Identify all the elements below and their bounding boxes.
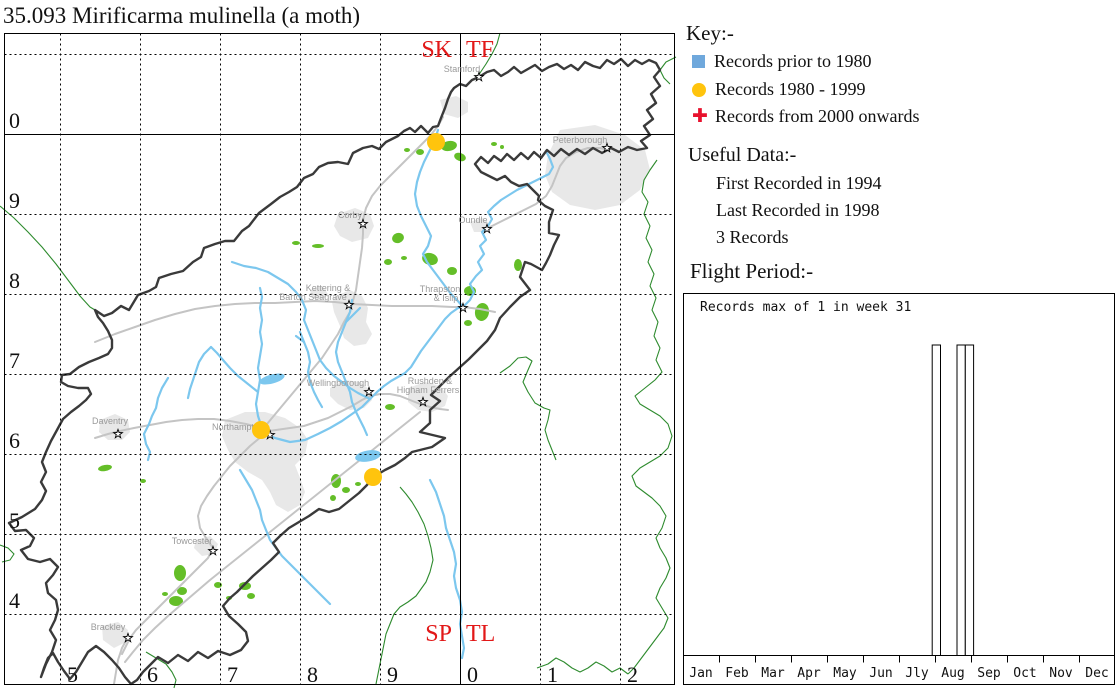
flight-period-chart: Records max of 1 in week 31 Jan Feb Mar … — [683, 293, 1115, 685]
key-item-prior-1980: Records prior to 1980 — [692, 51, 871, 72]
row-label: 9 — [9, 188, 20, 213]
town-label-kettering-2: Barton Seagrave — [279, 292, 347, 302]
useful-data-first-recorded: First Recorded in 1994 — [716, 173, 882, 193]
town-label-brackley: Brackley — [91, 622, 126, 632]
town-label-thrapston-2: & Islip — [434, 293, 459, 303]
month-label: Aug — [941, 666, 964, 681]
useful-data-heading: Useful Data:- — [688, 144, 797, 166]
record-dot-1980-1999 — [252, 421, 270, 439]
month-label: May — [833, 666, 857, 681]
month-label: Jan — [689, 666, 712, 681]
col-label: 9 — [387, 662, 398, 687]
town-label-northampton: Northampton — [212, 422, 264, 432]
useful-data-record-count: 3 Records — [716, 227, 789, 247]
town-markers: Stamford Peterborough Oundle Corby Kette… — [91, 64, 612, 643]
species-records — [252, 133, 445, 486]
vice-county-boundary — [0, 32, 677, 689]
record-dot-1980-1999 — [427, 133, 445, 151]
col-label: 2 — [627, 662, 638, 687]
flight-bar-week-34 — [956, 344, 966, 656]
col-label: 0 — [467, 662, 478, 687]
month-label: Apr — [797, 666, 821, 681]
key-item-1980-1999: Records 1980 - 1999 — [692, 79, 865, 100]
grid-letter-sp: SP — [425, 621, 452, 647]
urban-areas — [99, 96, 650, 648]
key-item-label: Records 1980 - 1999 — [715, 79, 866, 99]
row-label: 8 — [9, 268, 20, 293]
town-label-rushden-2: Higham Ferrers — [397, 385, 460, 395]
month-label: Jly — [905, 666, 929, 681]
flight-bars — [931, 344, 975, 656]
town-label-oundle: Oundle — [458, 215, 487, 225]
grid-col-labels: 5 6 7 8 9 0 1 2 — [67, 662, 638, 687]
town-label-kettering-1: Kettering & — [306, 283, 351, 293]
town-label-towcester: Towcester — [172, 536, 213, 546]
col-label: 7 — [227, 662, 238, 687]
chart-border — [683, 293, 1115, 685]
river-lake — [355, 450, 381, 462]
month-label: Dec — [1085, 666, 1108, 681]
key-heading: Key:- — [686, 21, 734, 45]
useful-data-last-recorded: Last Recorded in 1998 — [716, 200, 880, 220]
month-labels: Jan Feb Mar Apr May Jun Jly Aug Sep Oct … — [689, 666, 1108, 681]
town-label-rushden-1: Rushden & — [408, 376, 453, 386]
flight-period-heading: Flight Period:- — [690, 259, 814, 283]
town-label-peterborough: Peterborough — [553, 135, 608, 145]
blue-square-icon — [692, 55, 705, 68]
month-label: Mar — [761, 666, 785, 681]
flight-bar-week-31 — [931, 344, 942, 656]
red-cross-icon: ✚ — [692, 104, 708, 127]
month-label: Nov — [1049, 666, 1073, 681]
grid-lines — [4, 33, 675, 685]
grid-letters: SK TF SP TL — [421, 37, 495, 647]
key-item-label: Records from 2000 onwards — [715, 106, 920, 126]
key-item-2000-onwards: ✚ Records from 2000 onwards — [692, 106, 919, 127]
town-label-daventry: Daventry — [92, 416, 129, 426]
month-label: Feb — [725, 666, 749, 681]
col-label: 5 — [67, 662, 78, 687]
map-border — [4, 33, 675, 685]
town-label-wellingborough: Wellingborough — [307, 378, 369, 388]
month-label: Oct — [1013, 666, 1036, 681]
record-dot-1980-1999 — [364, 468, 382, 486]
col-label: 8 — [307, 662, 318, 687]
month-label: Sep — [977, 666, 1001, 681]
grid-row-labels: 0 9 8 7 6 5 4 — [9, 108, 20, 613]
pitsford-reservoir — [259, 373, 285, 385]
row-label: 5 — [9, 508, 20, 533]
col-label: 1 — [547, 662, 558, 687]
col-label: 6 — [147, 662, 158, 687]
grid-letter-tf: TF — [466, 37, 494, 63]
town-label-corby: Corby — [338, 210, 363, 220]
flight-bar-week-35 — [964, 344, 975, 656]
map-panel: 0 9 8 7 6 5 4 5 6 7 8 9 0 1 2 SK TF SP T… — [0, 32, 677, 689]
row-label: 4 — [9, 588, 20, 613]
town-label-stamford: Stamford — [444, 64, 481, 74]
grid-letter-sk: SK — [421, 37, 452, 63]
key-item-label: Records prior to 1980 — [714, 51, 872, 71]
page-title: 35.093 Mirificarma mulinella (a moth) — [3, 3, 361, 28]
county-boundary — [7, 57, 662, 686]
month-ticks — [683, 655, 1115, 663]
town-label-thrapston-1: Thrapston — [420, 284, 461, 294]
row-label: 0 — [9, 108, 20, 133]
row-label: 6 — [9, 428, 20, 453]
chart-annotation: Records max of 1 in week 31 — [700, 300, 911, 315]
row-label: 7 — [9, 348, 20, 373]
month-label: Jun — [869, 666, 892, 681]
grid-letter-tl: TL — [466, 621, 495, 647]
yellow-circle-icon — [692, 82, 706, 97]
